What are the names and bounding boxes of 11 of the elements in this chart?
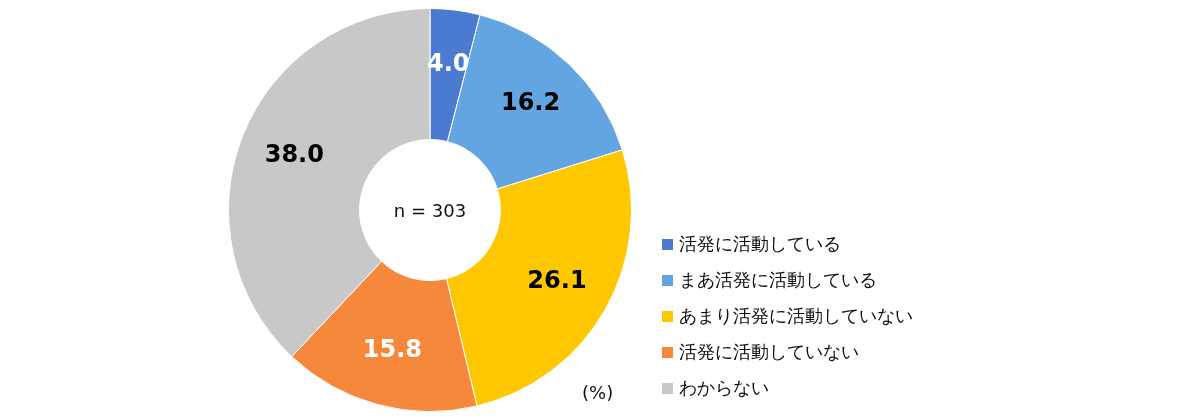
data-label: 38.0 bbox=[264, 140, 324, 169]
legend-label: わからない bbox=[679, 376, 769, 400]
text: n = 303 bbox=[393, 199, 467, 221]
data-label: 15.8 bbox=[362, 335, 422, 364]
legend-label: まあ活発に活動している bbox=[679, 268, 877, 292]
legend-label: あまり活発に活動していない bbox=[679, 304, 913, 328]
legend-label: 活発に活動していない bbox=[679, 340, 859, 364]
data-label: 26.1 bbox=[527, 266, 587, 295]
text: (%) bbox=[582, 382, 614, 403]
legend-label: 活発に活動している bbox=[679, 232, 841, 256]
data-label: 16.2 bbox=[500, 88, 561, 117]
